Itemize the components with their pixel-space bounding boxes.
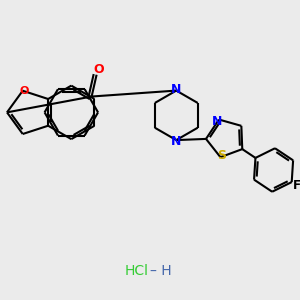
Text: S: S bbox=[217, 149, 226, 162]
Text: N: N bbox=[212, 115, 222, 128]
Text: HCl: HCl bbox=[125, 264, 149, 278]
Text: O: O bbox=[93, 63, 104, 76]
Text: F: F bbox=[292, 179, 300, 192]
Text: – H: – H bbox=[150, 264, 171, 278]
Text: O: O bbox=[19, 86, 28, 96]
Text: N: N bbox=[171, 135, 181, 148]
Text: N: N bbox=[171, 83, 181, 96]
